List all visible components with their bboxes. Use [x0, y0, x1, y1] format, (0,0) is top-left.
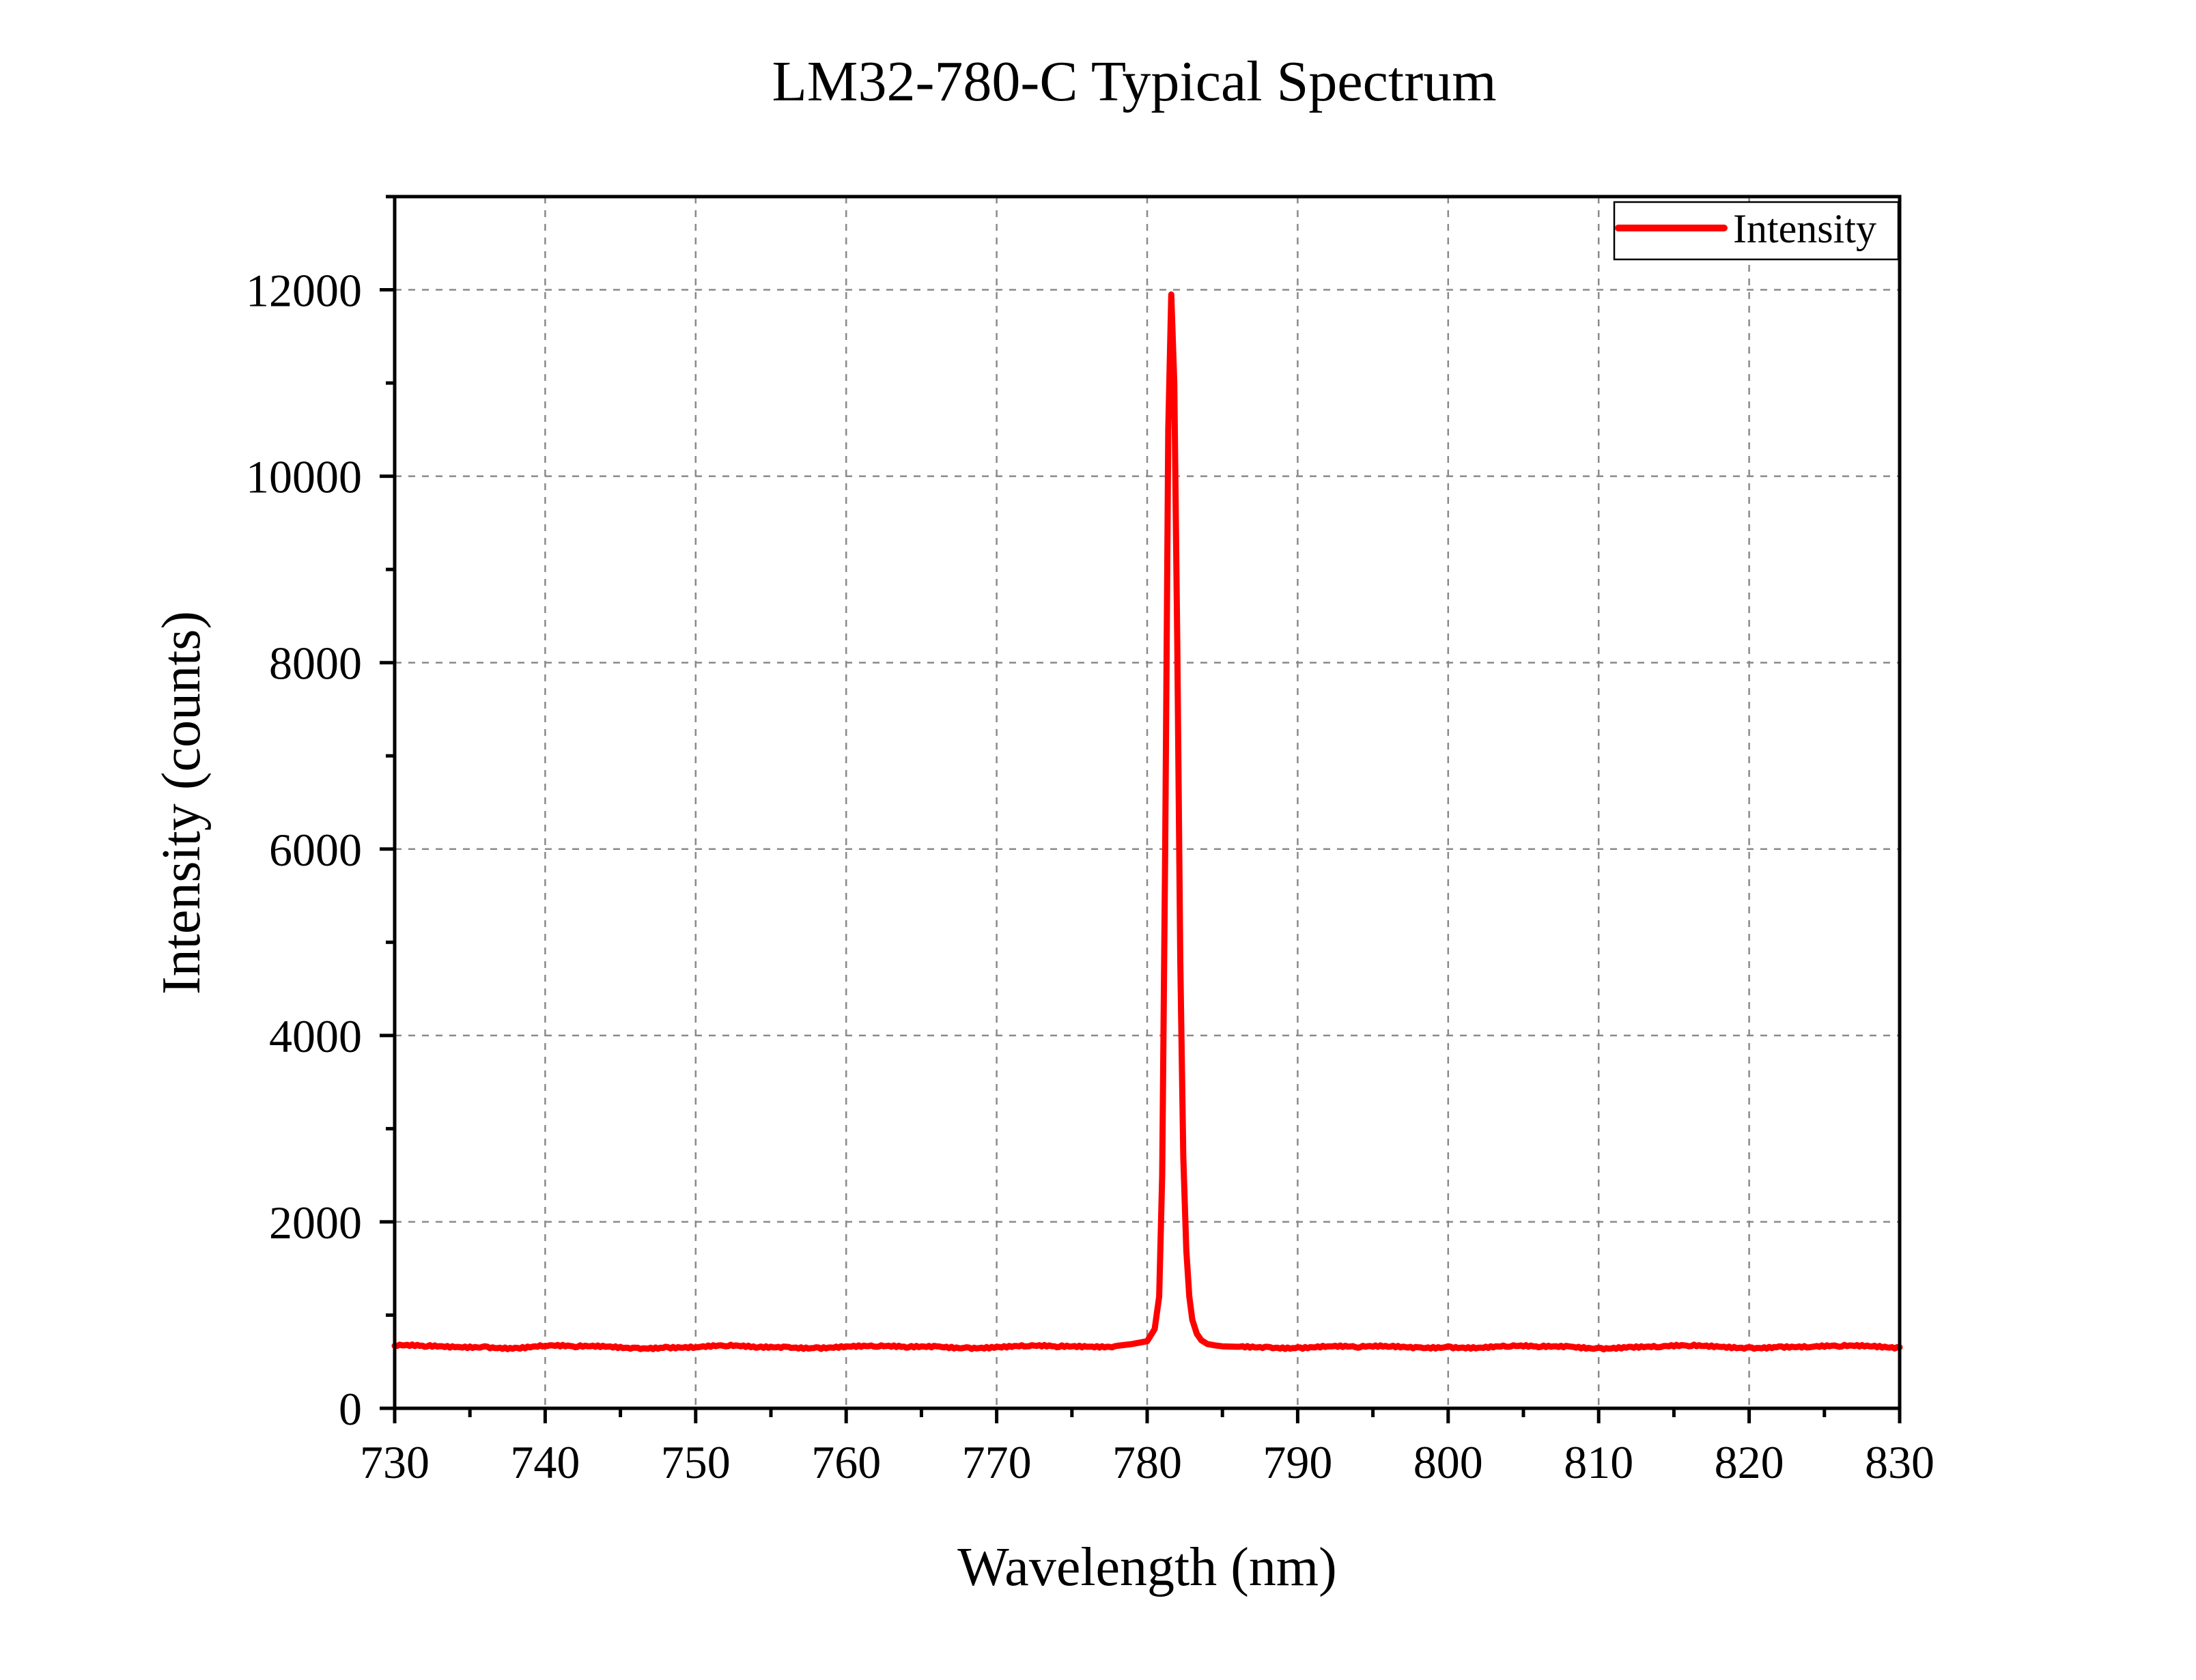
y-tick-label: 4000 — [269, 1010, 362, 1062]
x-tick-label: 780 — [1112, 1436, 1182, 1488]
y-tick-label: 12000 — [246, 265, 362, 317]
x-tick-label: 810 — [1564, 1436, 1633, 1488]
tick-label-layer: 730 740 750 760 770 780 790 800 810 820 830 0 2000 40… — [246, 265, 1934, 1488]
x-tick-label: 730 — [360, 1436, 430, 1488]
tick-layer — [380, 195, 1902, 1423]
series-line-intensity — [391, 291, 1903, 1353]
x-tick-label: 750 — [661, 1436, 731, 1488]
x-tick-label: 740 — [510, 1436, 580, 1488]
y-tick-label: 8000 — [269, 638, 362, 689]
legend-label: Intensity — [1733, 206, 1876, 251]
y-axis-label: Intensity (counts) — [152, 611, 212, 995]
x-tick-label: 770 — [962, 1436, 1032, 1488]
x-tick-label: 790 — [1263, 1436, 1332, 1488]
y-tick-label: 6000 — [269, 824, 362, 876]
x-tick-label: 760 — [811, 1436, 881, 1488]
plot-frame — [393, 195, 1902, 1410]
x-tick-label: 820 — [1715, 1436, 1784, 1488]
x-tick-label: 800 — [1413, 1436, 1483, 1488]
y-tick-label: 10000 — [246, 451, 362, 503]
y-tick-label: 2000 — [269, 1197, 362, 1249]
x-tick-label: 830 — [1865, 1436, 1934, 1488]
grid-layer — [395, 197, 1900, 1408]
legend: Intensity — [1613, 201, 1900, 261]
chart-title: LM32-780-C Typical Spectrum — [772, 50, 1496, 113]
x-axis-label: Wavelength (nm) — [957, 1537, 1337, 1597]
y-tick-label: 0 — [339, 1383, 362, 1435]
